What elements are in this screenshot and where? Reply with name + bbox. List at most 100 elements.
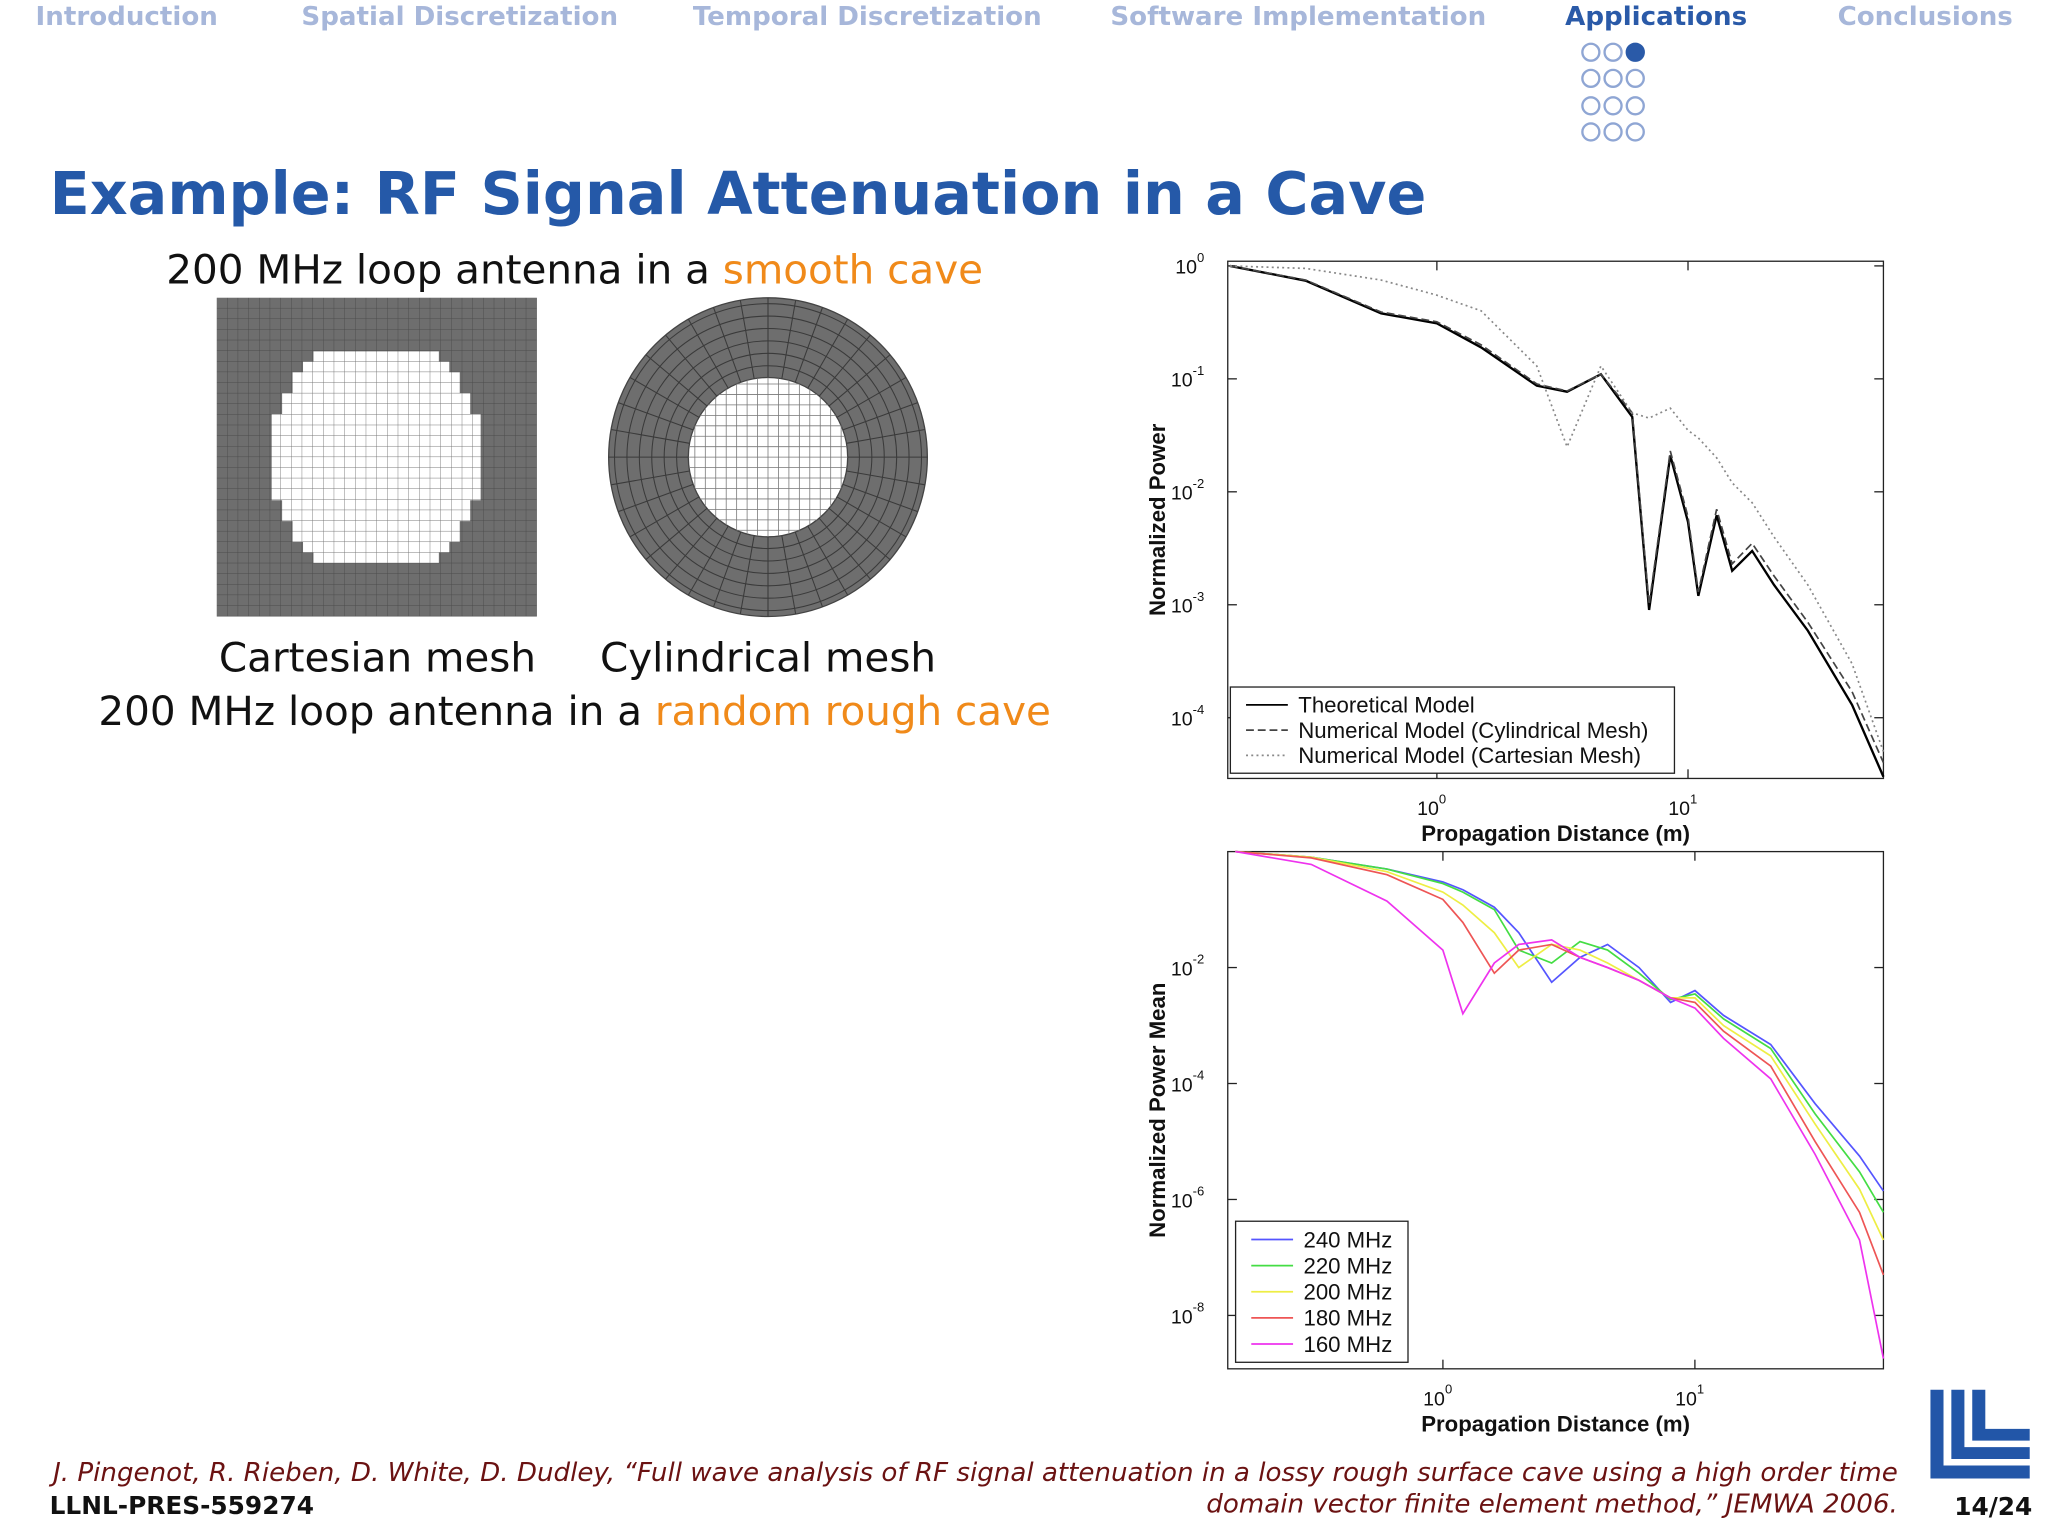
mesh-spoke [846,428,926,444]
nav-dot[interactable] [1625,42,1645,62]
x-tick-label: 100 [1417,791,1446,820]
series-line [1235,850,1885,1359]
mesh-spoke [713,531,742,608]
citation-line: domain vector finite element method,” JE… [1206,1489,1898,1519]
caption-highlight: smooth cave [723,245,983,293]
mesh-spoke [794,307,823,383]
mesh-spoke [818,334,871,397]
tick-base: 10 [1171,483,1193,505]
nav-dot[interactable] [1625,122,1645,142]
y-tick-label: 10-6 [1171,1184,1204,1213]
legend-label: 220 MHz [1304,1253,1393,1278]
mesh-spoke [610,470,690,486]
mesh-spoke [665,517,718,580]
tick-base: 10 [1171,958,1193,980]
tick-exp: -3 [1193,589,1205,604]
x-axis-label: Propagation Distance (m) [1421,821,1690,846]
nav-item[interactable]: Conclusions [1838,2,2013,32]
mesh-spoke [629,377,700,418]
nav-dot[interactable] [1603,122,1623,142]
y-tick-label: 10-2 [1171,952,1204,981]
page-number: 14/24 [1954,1492,2032,1521]
series-line [1229,265,1885,763]
y-tick-label: 100 [1175,250,1204,279]
mesh-spoke [842,483,918,513]
legend-label: 240 MHz [1304,1227,1393,1252]
mesh-spoke [836,377,907,418]
nav-dot[interactable] [1581,42,1601,62]
legend-box [1229,686,1676,774]
tick-exp: -1 [1193,363,1205,378]
y-tick-label: 10-8 [1171,1300,1204,1329]
series-line [1235,850,1885,1192]
legend-label: Theoretical Model [1298,693,1474,718]
tick-exp: -2 [1193,476,1205,491]
mesh-spoke [781,535,797,615]
legend-label: 160 MHz [1304,1332,1393,1357]
caption-text: 200 MHz loop antenna in a [98,687,654,735]
nav-item[interactable]: Spatial Discretization [301,2,618,32]
mesh-spoke [618,483,694,513]
nav-dot[interactable] [1581,96,1601,116]
mesh-spoke [739,535,755,615]
caption-highlight: random rough cave [655,687,1051,735]
tick-exp: 1 [1697,1382,1704,1397]
mesh-spoke [828,507,891,560]
tick-exp: 1 [1690,791,1697,806]
y-tick-label: 10-2 [1171,476,1204,505]
mesh-spoke [629,496,700,538]
mesh-spoke [818,517,871,580]
mesh-spoke [645,507,708,560]
mesh-label: Cylindrical mesh [600,633,936,681]
tick-base: 10 [1171,1306,1193,1328]
tick-exp: -4 [1193,702,1205,717]
mesh-spoke [739,300,755,379]
tick-base: 10 [1417,798,1439,820]
nav-dot[interactable] [1603,96,1623,116]
nav-item[interactable]: Applications [1565,2,1747,32]
nav-dot[interactable] [1625,96,1645,116]
legend-label: Numerical Model (Cylindrical Mesh) [1298,718,1648,743]
nav-dot[interactable] [1581,122,1601,142]
citation-line: J. Pingenot, R. Rieben, D. White, D. Dud… [48,1458,1898,1488]
series-line [1235,850,1885,1213]
nav-item[interactable]: Introduction [36,2,218,32]
nav-dot[interactable] [1603,68,1623,89]
mesh-spoke [836,496,907,538]
tick-base: 10 [1171,596,1193,618]
y-axis-label: Normalized Power [1145,423,1170,616]
legend-label: 180 MHz [1304,1306,1393,1331]
y-tick-label: 10-1 [1171,363,1204,392]
mesh-spoke [842,402,918,431]
series-line [1235,850,1885,1241]
report-id: LLNL-PRES-559274 [50,1491,314,1520]
x-tick-label: 101 [1675,1382,1704,1411]
mesh-spoke [665,334,718,397]
mesh-spoke [618,402,694,431]
nav-dot[interactable] [1625,68,1645,89]
mesh-spoke [687,318,729,389]
x-axis-label: Propagation Distance (m) [1421,1412,1690,1437]
tick-base: 10 [1171,709,1193,731]
mesh-spoke [828,354,891,407]
tick-base: 10 [1171,1074,1193,1096]
nav-item[interactable]: Software Implementation [1110,2,1486,32]
tick-exp: 0 [1439,791,1446,806]
tick-exp: 0 [1445,1382,1452,1397]
y-axis-label: Normalized Power Mean [1145,983,1170,1238]
tick-exp: -2 [1193,952,1205,967]
rough-caption: 200 MHz loop antenna in a random rough c… [98,687,1051,735]
tick-exp: 0 [1197,250,1204,265]
nav-dot[interactable] [1603,42,1623,62]
legend-label: 200 MHz [1304,1280,1393,1305]
mesh-spoke [807,525,849,596]
mesh-spoke [807,318,849,389]
mesh-spoke [645,354,708,407]
nav-dot[interactable] [1581,68,1601,89]
legend-label: Numerical Model (Cartesian Mesh) [1298,743,1641,768]
nav-item[interactable]: Temporal Discretization [693,2,1042,32]
mesh-spoke [781,300,797,379]
x-tick-label: 100 [1423,1382,1452,1411]
